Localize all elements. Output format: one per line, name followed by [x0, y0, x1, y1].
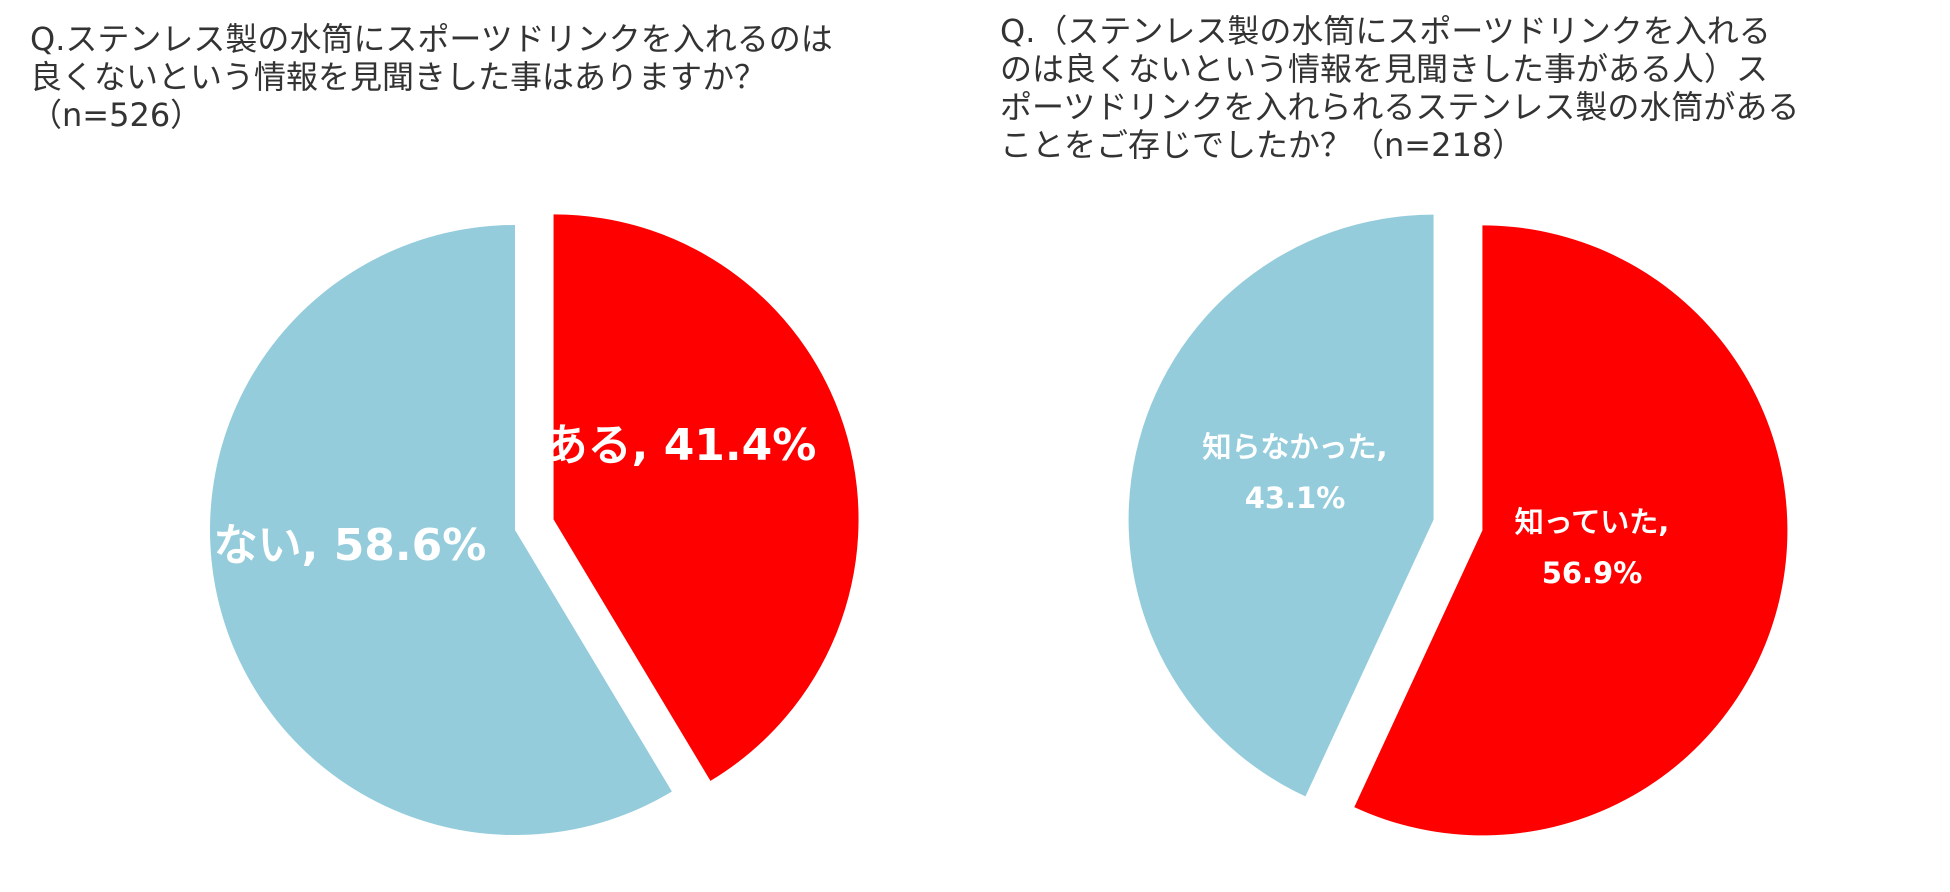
pie-1-slice-2-label: ない, 58.6%: [214, 520, 487, 571]
pie-2-slice-1-label: 知っていた, 56.9%: [1515, 505, 1670, 590]
pie-1-slice-1: [553, 214, 859, 781]
pie-chart-1: ある, 41.4% ない, 58.6%: [210, 214, 859, 835]
chart-1-title: Q.ステンレス製の水筒にスポーツドリンクを入れるのは 良くないという情報を見聞き…: [30, 20, 833, 134]
pie-1-slice-2: [210, 225, 672, 835]
pie-2-slice-2-label: 知らなかった, 43.1%: [1202, 430, 1387, 515]
chart-2-title: Q.（ステンレス製の水筒にスポーツドリンクを入れる のは良くないという情報を見聞…: [1000, 12, 1800, 164]
pie-2-slice-2: [1128, 214, 1434, 797]
pie-1-slice-1-label: ある, 41.4%: [544, 420, 817, 471]
pie-2-slice-1: [1354, 225, 1788, 836]
pie-chart-2: 知っていた, 56.9% 知らなかった, 43.1%: [1128, 214, 1788, 836]
